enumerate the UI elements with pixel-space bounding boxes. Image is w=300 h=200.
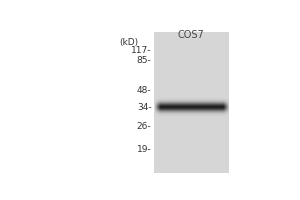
Text: 34-: 34- bbox=[137, 103, 152, 112]
Text: 19-: 19- bbox=[137, 145, 152, 154]
Text: 48-: 48- bbox=[137, 86, 152, 95]
Text: COS7: COS7 bbox=[178, 30, 204, 40]
Text: 85-: 85- bbox=[137, 56, 152, 65]
Text: 117-: 117- bbox=[131, 46, 152, 55]
Text: (kD): (kD) bbox=[119, 38, 139, 47]
Text: 26-: 26- bbox=[137, 122, 152, 131]
